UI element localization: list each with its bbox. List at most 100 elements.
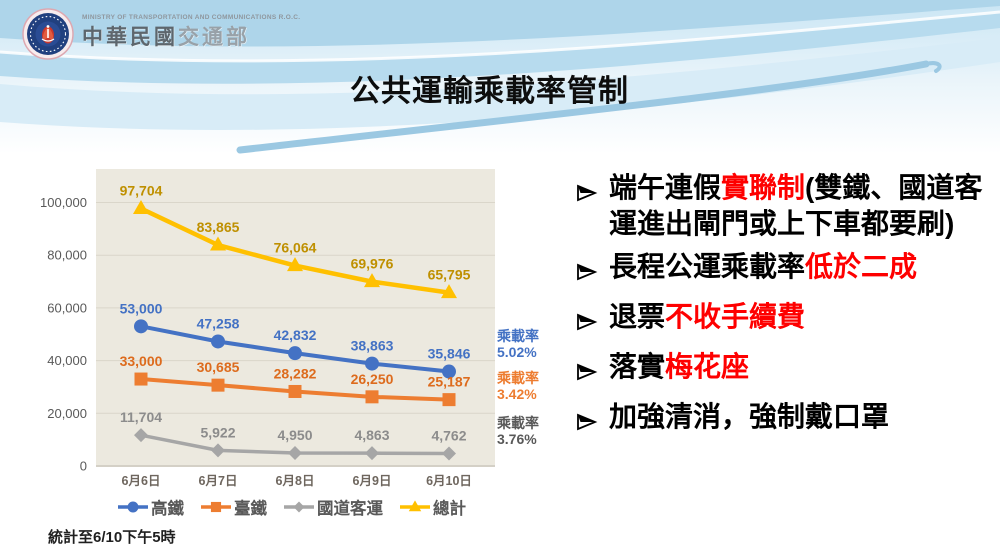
bullet-text: 長程公運乘載率低於二成	[609, 249, 988, 292]
marker-circle-icon	[365, 356, 379, 371]
arrowhead-bullet-icon	[576, 299, 609, 342]
marker-circle-icon	[288, 346, 302, 361]
marker-circle-icon	[442, 364, 456, 379]
data-label: 47,258	[197, 315, 240, 331]
marker-square-icon	[134, 372, 148, 386]
bullet-segment: 退票	[609, 301, 666, 332]
legend-marker-icon	[284, 501, 314, 513]
bullet-list: 端午連假實聯制(雙鐵、國道客運進出閘門或上下車都要刷) 長程公運乘載率低於二成 退票…	[576, 170, 988, 449]
arrowhead-bullet-icon	[576, 399, 609, 442]
agency-name-zh: 中華民國交通部	[82, 21, 300, 51]
rate-annotation: 乘載率 5.02%	[497, 328, 539, 360]
data-label: 35,846	[428, 346, 471, 362]
ridership-line-chart: 0 20,000 40,000 60,000 80,000 100,000 6月6日 6月7日…	[40, 169, 495, 488]
rate-annotation-value: 3.76%	[497, 430, 537, 447]
bullet-text: 退票不收手續費	[609, 299, 988, 342]
rate-annotation-label: 乘載率	[497, 328, 539, 344]
bullet-text: 落實梅花座	[609, 349, 988, 392]
agency-name-zh-primary: 中華民國	[82, 26, 178, 49]
agency-name-en: MINISTRY OF TRANSPORTATION AND COMMUNICA…	[82, 14, 301, 21]
data-label: 65,795	[428, 267, 471, 283]
marker-diamond-icon	[288, 445, 302, 460]
marker-square-icon	[288, 384, 302, 398]
logo-text: MINISTRY OF TRANSPORTATION AND COMMUNICA…	[82, 8, 300, 51]
legend-label: 國道客運	[317, 500, 383, 518]
data-label: 69,976	[351, 256, 394, 272]
marker-triangle-icon	[287, 257, 303, 272]
bullet-segment-red: 不收手續費	[665, 301, 806, 332]
x-axis-label: 6月8日	[276, 474, 315, 488]
marker-diamond-icon	[365, 446, 379, 461]
marker-triangle-icon	[441, 284, 457, 299]
marker-diamond-icon	[293, 501, 305, 513]
data-label: 30,685	[197, 359, 240, 375]
rate-annotation: 乘載率 3.76%	[497, 415, 539, 447]
y-axis-tick: 100,000	[40, 195, 87, 210]
arrowhead-bullet-icon	[576, 349, 609, 392]
x-axis-label: 6月6日	[122, 474, 161, 488]
data-label: 76,064	[274, 240, 317, 256]
y-axis-tick: 20,000	[47, 406, 87, 421]
data-label: 42,832	[274, 327, 317, 343]
marker-square-icon	[210, 501, 222, 513]
marker-circle-icon	[127, 501, 139, 513]
data-label: 38,863	[351, 338, 394, 354]
legend-marker-icon	[118, 501, 148, 513]
chart-legend: 高鐵 臺鐵 國道客運 總計	[118, 495, 466, 519]
marker-diamond-icon	[211, 443, 225, 458]
bullet-segment: 落實	[609, 351, 666, 382]
marker-triangle-icon	[408, 500, 422, 512]
data-label: 28,282	[274, 365, 317, 381]
marker-square-icon	[365, 390, 379, 404]
legend-label: 高鐵	[151, 500, 184, 518]
data-label: 4,950	[277, 427, 312, 443]
data-label: 83,865	[197, 219, 240, 235]
motc-emblem-icon	[22, 8, 74, 60]
bullet-segment-red: 梅花座	[665, 351, 750, 382]
y-axis-tick: 40,000	[47, 353, 87, 368]
legend-item-國道客運: 國道客運	[284, 495, 383, 519]
y-axis-tick: 80,000	[47, 248, 87, 263]
data-label: 11,704	[120, 409, 162, 425]
data-label: 4,863	[354, 427, 389, 443]
arrowhead-bullet-icon	[576, 249, 609, 292]
data-label: 53,000	[120, 300, 163, 316]
footer-note: 統計至6/10下午5時	[48, 529, 176, 546]
bullet-item: 長程公運乘載率低於二成	[576, 249, 988, 292]
arrowhead-bullet-icon	[576, 170, 609, 242]
rate-annotation-label: 乘載率	[497, 415, 539, 431]
wave-swoosh-tail	[924, 61, 942, 73]
marker-triangle-icon	[210, 236, 226, 251]
bullet-text: 端午連假實聯制(雙鐵、國道客運進出閘門或上下車都要刷)	[609, 170, 988, 242]
rate-annotation-value: 3.42%	[497, 385, 537, 402]
motc-logo: MINISTRY OF TRANSPORTATION AND COMMUNICA…	[22, 8, 300, 60]
marker-triangle-icon	[364, 273, 380, 288]
legend-marker-icon	[201, 501, 231, 513]
marker-diamond-icon	[134, 428, 148, 443]
legend-label: 臺鐵	[234, 500, 267, 518]
data-label: 4,762	[431, 427, 466, 443]
legend-label: 總計	[433, 500, 466, 518]
data-label: 26,250	[351, 371, 394, 387]
marker-triangle-icon	[133, 200, 149, 215]
marker-square-icon	[442, 393, 456, 407]
data-label: 25,187	[428, 374, 471, 390]
page-title: 公共運輸乘載率管制	[350, 75, 629, 108]
rate-annotation: 乘載率 3.42%	[497, 370, 539, 402]
data-label: 97,704	[120, 183, 163, 199]
agency-name-zh-secondary: 交通部	[178, 26, 250, 49]
x-axis-label: 6月10日	[426, 474, 472, 488]
bullet-segment-red: 實聯制	[721, 172, 806, 203]
bullet-item: 端午連假實聯制(雙鐵、國道客運進出閘門或上下車都要刷)	[576, 170, 988, 242]
bullet-segment: 端午連假	[609, 172, 722, 203]
marker-square-icon	[211, 378, 225, 392]
marker-circle-icon	[134, 319, 148, 334]
x-axis-label: 6月9日	[353, 474, 392, 488]
rate-annotation-label: 乘載率	[497, 370, 539, 386]
bullet-item: 退票不收手續費	[576, 299, 988, 342]
bullet-segment-red: 低於二成	[805, 251, 918, 282]
legend-marker-icon	[400, 500, 430, 512]
legend-item-總計: 總計	[400, 495, 466, 519]
y-axis-tick: 60,000	[47, 300, 87, 315]
bullet-item: 落實梅花座	[576, 349, 988, 392]
